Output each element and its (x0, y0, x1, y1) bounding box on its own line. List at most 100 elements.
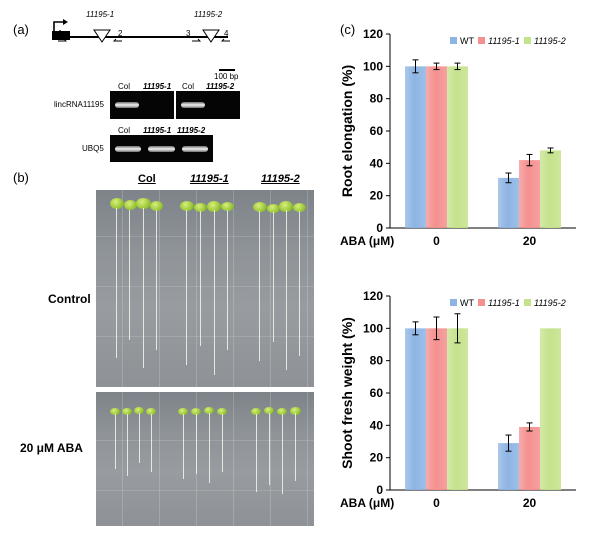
primer-4-arrow (220, 38, 230, 42)
y-tick-label: 100 (363, 321, 383, 335)
gel-band (182, 146, 208, 152)
tss-arrow (53, 21, 64, 34)
legend-label: 11195-1 (488, 36, 520, 46)
legend-label: 11195-2 (534, 36, 566, 46)
gel-band (115, 102, 139, 108)
bar-11195-1-0 (426, 316, 447, 490)
panel-b-label: (b) (13, 170, 29, 185)
genotype-col: Col (138, 173, 156, 185)
y-tick-label: 0 (376, 221, 383, 235)
y-axis-label: Root elongation (%) (339, 65, 355, 197)
y-tick-label: 40 (370, 418, 384, 432)
gel-image-lincrna-2 (176, 91, 240, 119)
y-tick-label: 80 (370, 354, 384, 368)
y-tick-label: 20 (370, 451, 384, 465)
primer-label-4: 4 (224, 29, 229, 38)
legend-swatch (478, 299, 485, 306)
y-tick-label: 100 (363, 59, 383, 73)
condition-control-label: Control (48, 292, 91, 306)
y-tick-label: 40 (370, 156, 384, 170)
legend-swatch (524, 37, 531, 44)
bar-11195-1-20 (519, 422, 540, 490)
insertion-triangle-1 (93, 29, 111, 43)
legend-label: WT (460, 298, 474, 308)
exon-label-2: 11195-2 (194, 10, 223, 19)
legend-label: 11195-2 (534, 298, 566, 308)
bar-WT-0 (405, 59, 426, 228)
primer-2-arrow (112, 38, 122, 42)
exon-label-1: 11195-1 (86, 10, 115, 19)
gel-row-1-lane-11195-1: 11195-1 (143, 82, 172, 91)
bar (519, 160, 540, 228)
y-axis-label: Shoot fresh weight (%) (339, 317, 355, 469)
gel-row-1-name: lincRNA11195 (54, 100, 104, 109)
primer-label-1: 1 (58, 29, 63, 38)
y-tick-label: 0 (376, 483, 383, 497)
plate-photo-control (96, 190, 314, 387)
bar-11195-1-0 (426, 62, 447, 228)
bar-11195-2-20 (540, 147, 561, 228)
condition-aba-label: 20 μM ABA (20, 441, 83, 455)
bar-11195-2-0 (447, 313, 468, 490)
bar-11195-2-20 (540, 328, 561, 490)
panel-c-label: (c) (340, 22, 356, 37)
gene-structure-diagram (52, 19, 230, 43)
panel-a-label: (a) (13, 22, 29, 37)
genotype-11195-2: 11195-2 (261, 173, 300, 185)
y-tick-label: 120 (363, 289, 383, 303)
legend-swatch (524, 299, 531, 306)
bar (405, 328, 426, 490)
gel-row-2-lane-11195-1: 11195-1 (143, 126, 172, 135)
bar (405, 66, 426, 228)
bar (447, 328, 468, 490)
x-axis-label: ABA (μM) (340, 496, 394, 510)
primer-3-arrow (192, 38, 202, 42)
gel-band (148, 146, 175, 152)
x-axis-label: ABA (μM) (340, 234, 394, 248)
bar-11195-2-0 (447, 62, 468, 228)
plate-photo-aba (96, 392, 314, 526)
primer-1-arrow (58, 38, 68, 42)
gel-row-2-lane-col: Col (118, 126, 131, 135)
bar (540, 150, 561, 228)
bar (447, 66, 468, 228)
bar (519, 426, 540, 490)
x-tick-label: 0 (433, 234, 440, 248)
gel-row-2-lane-11195-2: 11195-2 (177, 126, 206, 135)
scale-label: 100 bp (214, 72, 239, 81)
scale-bar (219, 69, 235, 71)
y-tick-label: 80 (370, 92, 384, 106)
root-elongation-chart: 0 20 40 60 80 100 120 Root elongation (%) ABA (μ… (339, 27, 576, 248)
gel-row-1-lane-11195-2: 11195-2 (206, 82, 235, 91)
legend-swatch (450, 299, 457, 306)
bar-WT-20 (498, 172, 519, 228)
gel-row-1-lane-col-b: Col (182, 82, 195, 91)
bar (426, 328, 447, 490)
gel-band (181, 102, 205, 108)
y-tick-label: 60 (370, 124, 384, 138)
bar (540, 328, 561, 490)
y-tick-label: 20 (370, 189, 384, 203)
y-tick-label: 60 (370, 386, 384, 400)
bar (498, 443, 519, 490)
genotype-11195-1: 11195-1 (190, 173, 229, 185)
primer-label-3: 3 (186, 29, 191, 38)
legend-label: WT (460, 36, 474, 46)
bar-WT-20 (498, 434, 519, 490)
legend-swatch (450, 37, 457, 44)
x-tick-label: 20 (523, 234, 537, 248)
shoot-fresh-weight-chart: 0 20 40 60 80 100 120 Shoot fresh weight (%) ABA… (339, 289, 576, 510)
gel-row-2-name: UBQ5 (82, 144, 104, 153)
gel-band (115, 146, 141, 152)
x-tick-label: 0 (433, 496, 440, 510)
y-tick-label: 120 (363, 27, 383, 41)
x-tick-label: 20 (523, 496, 537, 510)
exon-box (52, 31, 70, 40)
primer-label-2: 2 (118, 29, 123, 38)
gel-image-lincrna (110, 91, 174, 119)
legend-swatch (478, 37, 485, 44)
insertion-triangle-2 (202, 29, 220, 43)
bar-WT-0 (405, 321, 426, 490)
gel-row-1-lane-col-a: Col (118, 82, 131, 91)
bar-11195-1-20 (519, 153, 540, 228)
